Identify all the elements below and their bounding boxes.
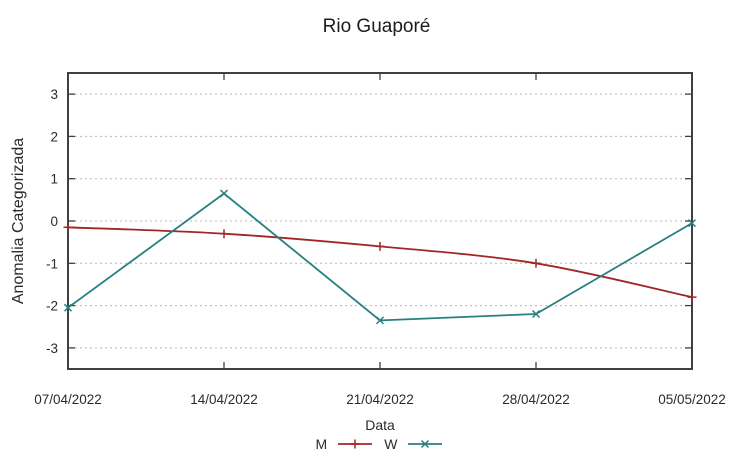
xtick-label: 05/05/2022 [658,392,726,407]
xtick-label: 28/04/2022 [502,392,570,407]
marker-plus-M [531,258,541,268]
marker-cross-W [219,189,229,198]
legend-label-m: M [315,436,328,452]
marker-plus-M [219,229,229,239]
ytick-label: -2 [46,299,58,314]
ytick-label: 0 [50,214,58,229]
ytick-label: 1 [50,172,58,187]
legend: M W [68,434,692,454]
legend-label-w: W [384,436,398,452]
plot-border [67,72,693,370]
xtick-label: 14/04/2022 [190,392,258,407]
x-axis-label: Data [365,417,395,433]
legend-marker-cross [421,439,430,449]
ytick-label: -1 [46,256,58,271]
xtick-label: 21/04/2022 [346,392,414,407]
xtick-label: 07/04/2022 [34,392,102,407]
marker-cross-W [63,303,73,312]
marker-cross-W [375,316,385,325]
ytick-label: 3 [50,87,58,102]
legend-sample-line-w-icon [408,439,443,449]
chart-title: Rio Guaporé [322,16,431,37]
ytick-label: 2 [50,129,58,144]
series-line-W [67,192,693,322]
legend-item-w: W [384,436,444,452]
marker-cross-W [687,219,697,228]
marker-plus-M [375,241,385,251]
legend-sample-line-m-icon [338,439,373,449]
marker-plus-M [63,222,73,232]
marker-plus-M [687,292,697,302]
series-line-M [67,226,693,298]
legend-marker-plus [350,439,360,449]
legend-item-m: M [316,436,375,452]
marker-cross-W [531,309,541,319]
ytick-label: -3 [46,341,58,356]
